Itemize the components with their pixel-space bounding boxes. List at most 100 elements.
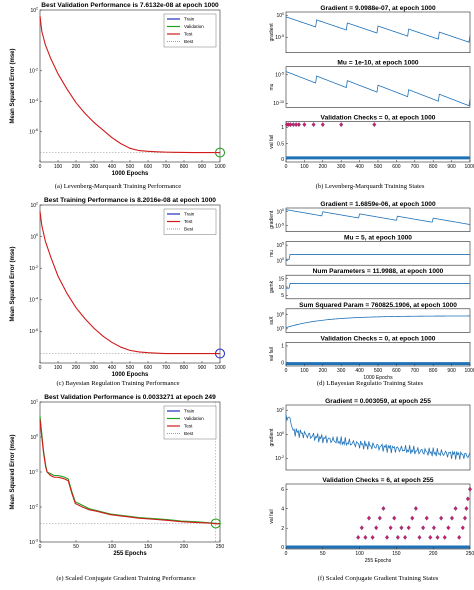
tick-label: 100 — [30, 233, 38, 240]
val-fail-marker — [399, 525, 404, 531]
x-tick-label: 1000 — [214, 365, 225, 371]
state-line — [286, 283, 470, 289]
x-tick-label: 700 — [162, 365, 171, 371]
x-tick-label: 200 — [319, 164, 328, 170]
x-tick-label: 900 — [198, 164, 207, 170]
val-fail-marker — [428, 534, 433, 540]
panel-frame — [285, 207, 471, 232]
x-tick-label: 0 — [285, 164, 288, 170]
legend-label: Test — [184, 32, 193, 37]
tick-label: 5 — [281, 293, 284, 299]
x-tick-label: 600 — [392, 164, 401, 170]
val-fail-marker — [406, 525, 411, 531]
tick-label: 0.5 — [277, 142, 284, 148]
legend-label: Validation — [184, 416, 204, 421]
panel-y-label: mu — [269, 250, 275, 257]
legend-label: Train — [184, 212, 195, 217]
performance-chart-a: Best Validation Performance is 7.6132e-0… — [10, 2, 226, 177]
x-tick-label: 500 — [126, 365, 135, 371]
panel-title: Validation Checks = 6, at epoch 255 — [322, 477, 434, 484]
chart-title: Best Validation Performance is 7.6132e-0… — [41, 2, 219, 9]
panel-y-label: val fail — [269, 509, 275, 523]
x-tick-label: 200 — [319, 368, 328, 374]
panel-y-label: gradient — [269, 210, 275, 229]
tick-label: 101 — [30, 399, 38, 406]
panel-title: Sum Squared Param = 760825.1906, at epoc… — [299, 302, 457, 309]
tick-label: 0 — [281, 157, 284, 163]
panel-title: Gradient = 1.6859e-06, at epoch 1000 — [320, 201, 436, 208]
tick-label: 10-6 — [29, 328, 38, 335]
val-fail-marker — [366, 515, 371, 521]
states-chart-d: Gradient = 1.6859e-06, at epoch 1000 grad… — [269, 201, 474, 381]
tick-label: 100 — [276, 257, 284, 264]
x-tick-label: 250 — [216, 544, 225, 550]
tick-label: 102 — [30, 202, 38, 209]
x-tick-label: 400 — [108, 164, 117, 170]
legend-label: Best — [184, 431, 194, 436]
val-fail-marker — [339, 122, 344, 128]
tick-label: 100 — [30, 434, 38, 441]
x-axis-label: 1000 Epochs — [363, 375, 393, 381]
tick-label: 0 — [281, 545, 284, 551]
panel-y-label: gamk — [269, 280, 275, 293]
val-fail-marker — [370, 534, 375, 540]
x-axis-label: 255 Epochs — [365, 558, 392, 564]
x-tick-label: 300 — [90, 164, 99, 170]
val-fail-marker — [356, 534, 361, 540]
chart-title: Best Training Performance is 8.2016e-08 … — [44, 197, 216, 204]
panel-y-label: gradient — [269, 23, 275, 42]
val-fail-marker — [410, 515, 415, 521]
tick-label: 10-5 — [275, 34, 284, 41]
tick-label: 100 — [276, 431, 284, 438]
tick-label: 10-2 — [29, 265, 38, 272]
x-tick-label: 0 — [285, 368, 288, 374]
x-tick-label: 700 — [162, 164, 171, 170]
state-line — [285, 414, 471, 460]
x-tick-label: 0 — [39, 365, 42, 371]
x-tick-label: 600 — [144, 164, 153, 170]
panel-frame — [285, 308, 471, 333]
val-fail-marker — [363, 534, 368, 540]
legend-label: Best — [184, 39, 194, 44]
tick-label: 106 — [276, 311, 284, 318]
subfigure-caption: (d) LBayesian Regulatio Training States — [317, 380, 424, 387]
tick-label: 10-1 — [29, 469, 38, 476]
x-tick-label: 800 — [429, 164, 438, 170]
x-tick-label: 200 — [180, 544, 189, 550]
val-fail-marker — [291, 122, 296, 128]
panel-title: Num Parameters = 11.9988, at epoch 1000 — [313, 268, 444, 275]
tick-label: 10-4 — [29, 98, 38, 105]
x-tick-label: 900 — [198, 365, 207, 371]
panel-y-label: val fail — [269, 135, 275, 149]
val-fail-marker — [439, 515, 444, 521]
x-tick-label: 0 — [39, 164, 42, 170]
state-line — [285, 209, 471, 225]
x-tick-label: 150 — [392, 551, 401, 557]
val-fail-marker — [320, 122, 325, 128]
tick-label: 10-3 — [29, 539, 38, 546]
legend-label: Train — [184, 17, 195, 22]
chart-title: Best Validation Performance is 0.0033271… — [44, 394, 216, 401]
tick-label: 10-10 — [273, 100, 284, 107]
state-panel: Gradient = 1.6859e-06, at epoch 1000 grad… — [269, 201, 471, 232]
tick-label: 105 — [276, 325, 284, 332]
val-fail-marker — [288, 122, 293, 128]
state-panel: Validation Checks = 0, at epoch 1000 val … — [269, 114, 474, 170]
x-tick-label: 200 — [429, 551, 438, 557]
y-axis-label: Mean Squared Error (mse) — [10, 434, 16, 509]
panel-title: Validation Checks = 0, at epoch 1000 — [321, 114, 436, 121]
val-fail-marker — [359, 525, 364, 531]
val-fail-marker — [302, 122, 307, 128]
panel-title: Gradient = 9.0988e-07, at epoch 1000 — [320, 5, 436, 12]
x-tick-label: 1000 — [464, 164, 474, 170]
state-panel: Num Parameters = 11.9988, at epoch 1000 g… — [269, 268, 471, 300]
tick-label: 102 — [30, 7, 38, 14]
x-tick-label: 600 — [144, 365, 153, 371]
tick-label: 4 — [281, 507, 284, 513]
val-fail-marker — [296, 122, 301, 128]
panel-title: Mu = 5, at epoch 1000 — [344, 235, 412, 242]
x-tick-label: 250 — [466, 551, 474, 557]
y-axis-label: Mean Squared Error (mse) — [10, 48, 16, 123]
